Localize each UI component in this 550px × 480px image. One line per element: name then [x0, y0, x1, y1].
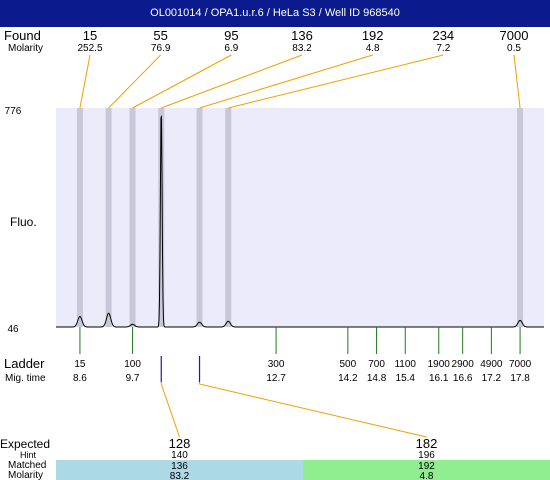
- ladder-size-label: 2900: [452, 359, 475, 370]
- found-peak-callout: [199, 54, 373, 109]
- ladder-mig-time-label: 9.7: [126, 373, 140, 384]
- matched-size: 136: [171, 461, 188, 472]
- hint-row-label: Hint: [20, 450, 37, 460]
- ladder-size-label: 500: [339, 359, 356, 370]
- found-peak-callout: [79, 54, 91, 109]
- ladder-mig-time-label: 14.8: [367, 373, 387, 384]
- found-peak-callout: [108, 54, 162, 109]
- ladder-mig-time-label: 16.1: [429, 373, 449, 384]
- found-peak-size: 55: [153, 28, 167, 43]
- found-peak-molarity: 76.9: [151, 43, 171, 54]
- found-row-label: Found: [4, 28, 41, 43]
- matched-cell: [56, 460, 303, 480]
- y-tick-label-top: 776: [5, 106, 22, 117]
- ladder-axis: 15 8.6 100 9.7 300 12.7 500 14.2 700 14.8 1100 15.4…: [73, 327, 532, 384]
- molarity-row-label: Molarity: [8, 43, 43, 54]
- found-peak-band: [158, 108, 165, 327]
- found-peak-size: 234: [432, 28, 454, 43]
- ladder-size-label: 300: [268, 359, 285, 370]
- mig-time-row-label: Mig. time: [5, 373, 46, 384]
- ladder-size-label: 1100: [394, 359, 416, 370]
- found-peak-band: [76, 108, 83, 327]
- ladder-size-label: 7000: [509, 359, 532, 370]
- hint-size: 196: [418, 450, 435, 461]
- matched-size: 192: [418, 461, 435, 472]
- ladder-mig-time-label: 17.8: [510, 373, 530, 384]
- found-peak-size: 192: [362, 28, 384, 43]
- ladder-size-label: 4900: [480, 359, 503, 370]
- found-peak-size: 15: [83, 28, 97, 43]
- found-peak-band: [225, 108, 232, 327]
- expected-row-label: Expected: [0, 437, 50, 451]
- ladder-mig-time-label: 8.6: [73, 373, 87, 384]
- plot-background: [56, 108, 544, 327]
- found-peak-size: 136: [291, 28, 313, 43]
- expected-size: 128: [169, 436, 191, 451]
- found-peak-size: 95: [224, 28, 238, 43]
- expected-size: 182: [416, 436, 438, 451]
- matched-cell: [303, 460, 550, 480]
- fluo-axis-label: Fluo.: [10, 215, 37, 229]
- ladder-mig-time-label: 16.6: [453, 373, 473, 384]
- expected-callout: [160, 382, 180, 438]
- found-peak-band: [517, 108, 524, 327]
- plot-area: 776 46: [5, 106, 544, 335]
- found-peak-molarity: 7.2: [436, 43, 450, 54]
- found-peak-callout: [513, 54, 521, 109]
- matched-molarity: 83.2: [170, 471, 190, 480]
- ladder-row-label: Ladder: [4, 356, 45, 371]
- ladder-mig-time-label: 14.2: [338, 373, 358, 384]
- found-peak-band: [129, 108, 136, 327]
- found-peak-molarity: 252.5: [77, 43, 102, 54]
- y-tick-label-bottom: 46: [7, 324, 19, 335]
- found-peak-molarity: 0.5: [507, 43, 521, 54]
- ladder-mig-time-label: 15.4: [396, 373, 416, 384]
- ladder-size-label: 1900: [428, 359, 451, 370]
- found-peak-size: 7000: [500, 28, 529, 43]
- found-peak-molarity: 83.2: [292, 43, 312, 54]
- molarity-bottom-row-label: Molarity: [8, 470, 43, 480]
- found-peak-molarity: 4.8: [366, 43, 380, 54]
- ladder-mig-time-label: 12.7: [266, 373, 286, 384]
- found-peak-molarity: 6.9: [224, 43, 238, 54]
- found-peak-callout: [228, 54, 444, 109]
- found-peak-callout: [132, 54, 232, 109]
- hint-size: 140: [171, 450, 188, 461]
- ladder-size-label: 100: [124, 359, 141, 370]
- ladder-size-label: 15: [74, 359, 86, 370]
- expected-callout: [199, 382, 427, 438]
- ladder-size-label: 700: [368, 359, 385, 370]
- found-peak-callout: [161, 54, 303, 109]
- ladder-mig-time-label: 17.2: [482, 373, 502, 384]
- found-peak-band: [196, 108, 203, 327]
- matched-row-label: Matched: [8, 460, 46, 471]
- found-peak-band: [105, 108, 112, 327]
- chart-title: OL001014 / OPA1.u.r.6 / HeLa S3 / Well I…: [0, 0, 550, 27]
- matched-molarity: 4.8: [420, 471, 434, 480]
